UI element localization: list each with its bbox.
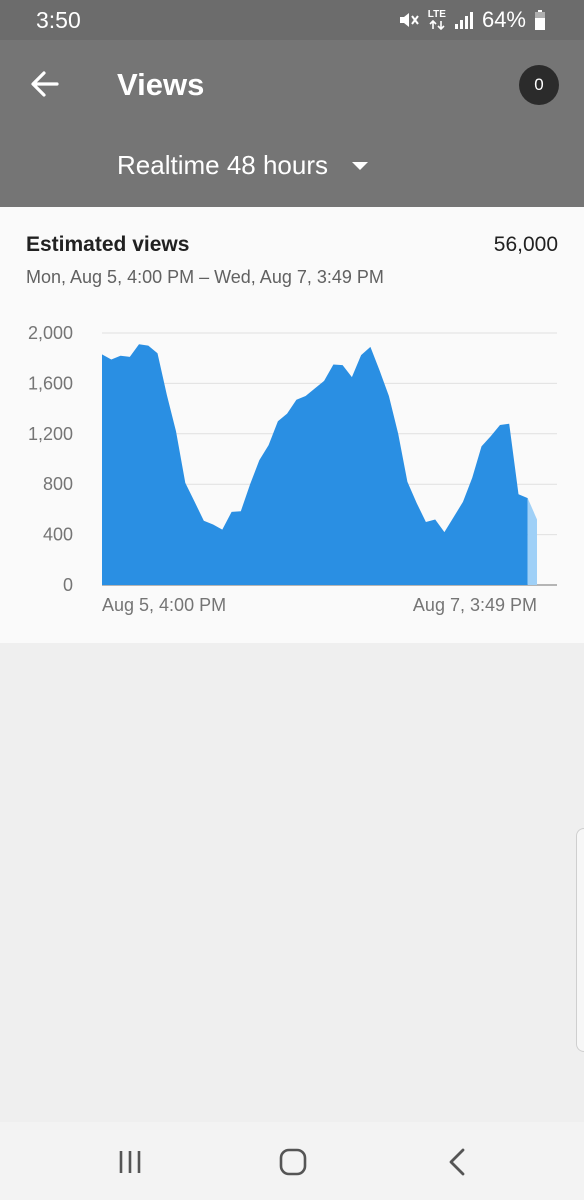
dropdown-arrow-icon xyxy=(352,161,368,170)
back-button[interactable] xyxy=(24,64,64,104)
recent-apps-button[interactable] xyxy=(108,1140,152,1184)
status-bar: 3:50 LTE 64% xyxy=(0,0,584,40)
app-bar: Views 0 Realtime 48 hours xyxy=(0,40,584,207)
x-tick-label-end: Aug 7, 3:49 PM xyxy=(413,595,537,615)
views-chart: 0 400 800 1,200 1,600 2,000 Aug 5, 4:00 PM Aug … xyxy=(28,323,557,615)
navigation-bar xyxy=(0,1122,584,1200)
lte-label: LTE xyxy=(427,9,446,20)
battery-icon xyxy=(534,10,546,30)
battery-percent: 64% xyxy=(481,7,526,32)
home-icon xyxy=(279,1148,307,1176)
views-area xyxy=(102,344,528,585)
views-total: 56,000 xyxy=(493,233,558,256)
partial-hour-area xyxy=(527,498,537,585)
status-icons: LTE 64% xyxy=(398,7,546,33)
page-title: Views xyxy=(117,67,205,102)
time-range-dropdown[interactable]: Realtime 48 hours xyxy=(117,150,368,181)
signal-icon xyxy=(454,11,474,29)
x-tick-label-start: Aug 5, 4:00 PM xyxy=(102,595,226,615)
lte-icon: LTE xyxy=(428,10,446,30)
edge-panel-handle[interactable] xyxy=(576,828,584,1052)
mute-icon xyxy=(398,10,420,30)
y-tick-label: 2,000 xyxy=(28,323,73,343)
y-tick-label: 1,600 xyxy=(28,373,73,393)
views-card: Estimated views 56,000 Mon, Aug 5, 4:00 … xyxy=(0,207,584,643)
y-tick-label: 800 xyxy=(43,474,73,494)
status-time: 3:50 xyxy=(36,7,81,33)
notification-badge[interactable]: 0 xyxy=(519,65,559,105)
date-range: Mon, Aug 5, 4:00 PM – Wed, Aug 7, 3:49 P… xyxy=(26,267,384,287)
y-tick-label: 1,200 xyxy=(28,424,73,444)
y-tick-label: 400 xyxy=(43,525,73,545)
card-title: Estimated views xyxy=(26,233,190,256)
back-arrow-icon xyxy=(31,71,59,97)
system-back-button[interactable] xyxy=(435,1140,479,1184)
home-button[interactable] xyxy=(271,1140,315,1184)
y-tick-label: 0 xyxy=(63,575,73,595)
recent-apps-icon xyxy=(119,1151,141,1173)
time-range-label: Realtime 48 hours xyxy=(117,150,328,180)
back-icon xyxy=(449,1148,465,1176)
